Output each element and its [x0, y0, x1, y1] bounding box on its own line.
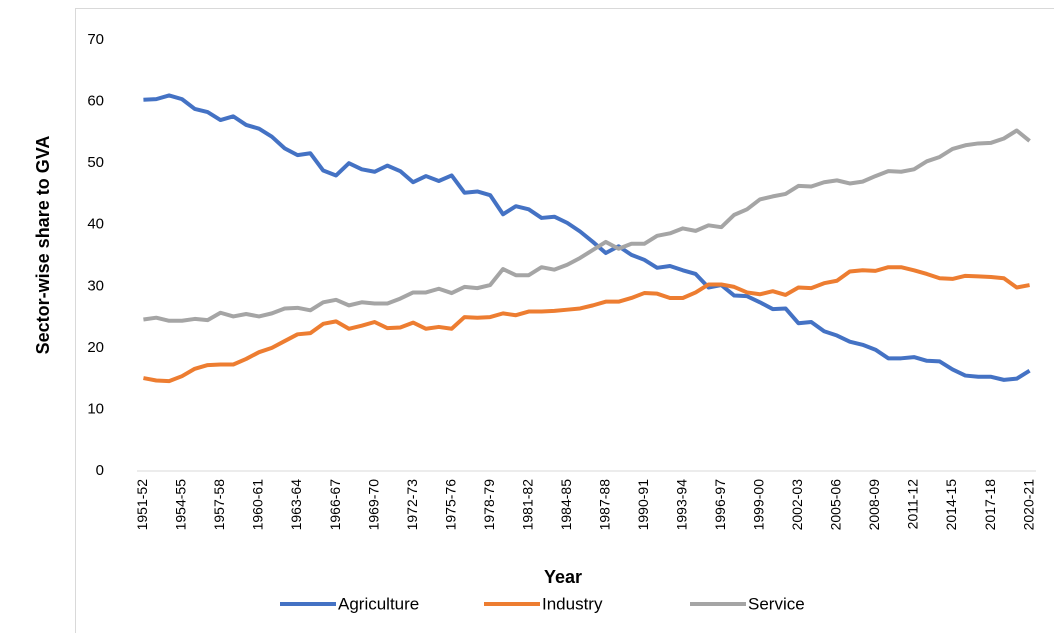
x-tick-label: 1990-91 — [635, 479, 651, 531]
x-tick-label: 1951-52 — [134, 479, 150, 531]
x-tick-label: 1987-88 — [596, 479, 612, 531]
x-tick-label: 1966-67 — [327, 479, 343, 531]
x-tick-label: 1993-94 — [674, 479, 690, 531]
x-tick-label: 1981-82 — [519, 479, 535, 531]
y-tick-label: 60 — [87, 93, 104, 110]
x-tick-label: 2008-09 — [866, 479, 882, 531]
x-tick-label: 1957-58 — [211, 479, 227, 531]
x-tick-label: 1960-61 — [250, 479, 266, 531]
y-tick-label: 40 — [87, 216, 104, 233]
series-line — [143, 93, 1031, 382]
y-tick-label: 70 — [87, 31, 104, 48]
chart-border — [75, 8, 1054, 633]
x-tick-label: 2014-15 — [943, 479, 959, 531]
x-tick-label: 1975-76 — [442, 479, 458, 531]
x-tick-label: 1972-73 — [404, 479, 420, 531]
x-tick-label: 1954-55 — [173, 479, 189, 531]
legend-label: Agriculture — [338, 594, 419, 613]
y-tick-label: 30 — [87, 277, 104, 294]
x-tick-label: 1984-85 — [558, 479, 574, 531]
y-tick-label: 0 — [96, 462, 104, 479]
x-tick-label: 1996-97 — [712, 479, 728, 531]
legend-label: Service — [748, 594, 805, 613]
x-tick-label: 1978-79 — [481, 479, 497, 531]
x-tick-label: 2002-03 — [789, 479, 805, 531]
x-tick-label: 1969-70 — [365, 479, 381, 531]
x-tick-label: 2011-12 — [905, 479, 921, 530]
x-tick-label: 2020-21 — [1020, 479, 1036, 531]
x-tick-label: 2017-18 — [982, 479, 998, 531]
y-tick-label: 10 — [87, 400, 104, 417]
x-axis-title: Year — [544, 567, 582, 587]
legend-label: Industry — [542, 594, 603, 613]
x-tick-label: 1999-00 — [751, 479, 767, 531]
y-tick-label: 20 — [87, 339, 104, 356]
y-tick-label: 50 — [87, 154, 104, 171]
series-line — [143, 265, 1030, 384]
y-axis-title: Sector-wise share to GVA — [33, 136, 53, 355]
x-tick-label: 1963-64 — [288, 479, 304, 531]
x-tick-label: 2005-06 — [828, 479, 844, 531]
series-line — [143, 128, 1031, 323]
